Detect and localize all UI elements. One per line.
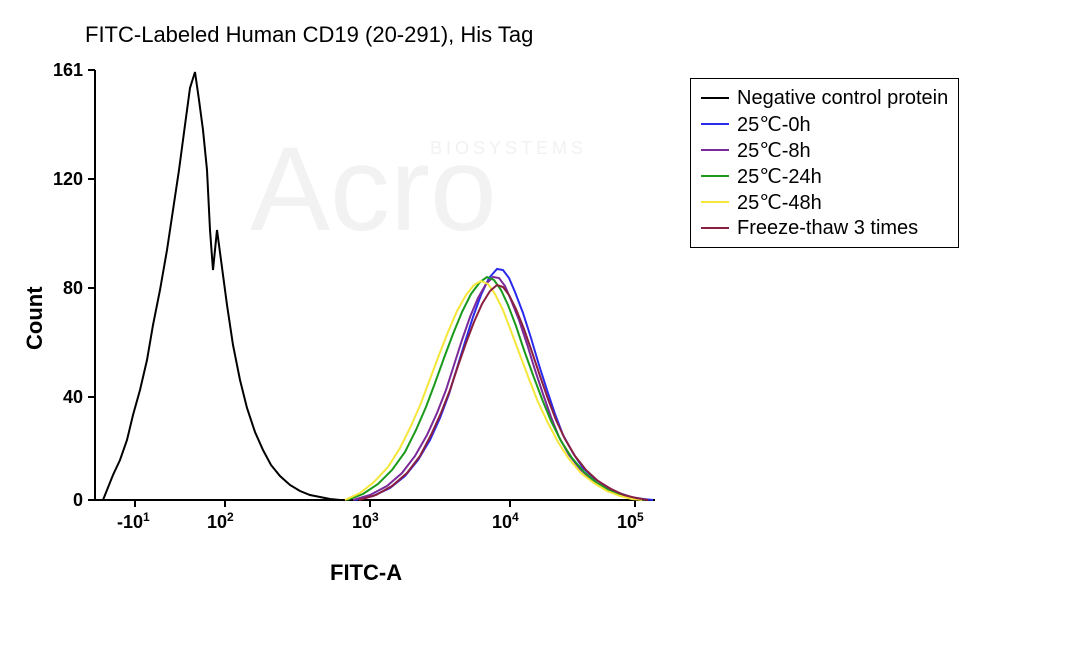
series-t48h [345,281,642,500]
legend-swatch-3 [701,175,729,177]
legend-box: Negative control protein25℃-0h25℃-8h25℃-… [690,78,959,248]
series-t0h [355,269,653,500]
legend-item-1: 25℃-0h [701,111,948,137]
legend-label-5: Freeze-thaw 3 times [737,217,918,240]
legend-item-2: 25℃-8h [701,137,948,163]
series-neg [103,72,340,500]
series-t24h [347,277,645,500]
y-axis-label: Count [22,286,48,350]
xtick-1: 102 [207,510,234,533]
legend-swatch-1 [701,123,729,125]
legend-label-4: 25℃-48h [737,190,822,215]
legend-item-4: 25℃-48h [701,189,948,215]
series-t8h [353,277,643,500]
legend-label-3: 25℃-24h [737,164,822,189]
ytick-1: 120 [53,169,83,190]
legend-swatch-5 [701,227,729,229]
x-axis-label: FITC-A [330,560,402,586]
ytick-2: 80 [63,278,83,299]
legend-label-2: 25℃-8h [737,138,811,163]
ytick-4: 0 [73,490,83,511]
ytick-3: 40 [63,387,83,408]
legend-item-5: Freeze-thaw 3 times [701,215,948,241]
legend-item-0: Negative control protein [701,85,948,111]
chart-title: FITC-Labeled Human CD19 (20-291), His Ta… [85,22,533,48]
xtick-3: 104 [492,510,519,533]
flow-histogram-chart [87,69,657,509]
legend-swatch-4 [701,201,729,203]
legend-label-1: 25℃-0h [737,112,811,137]
legend-swatch-2 [701,149,729,151]
xtick-0: -101 [117,510,150,533]
ytick-0: 161 [53,60,83,81]
xtick-2: 103 [352,510,379,533]
series-ft3 [359,285,648,500]
xtick-4: 105 [617,510,644,533]
legend-swatch-0 [701,97,729,99]
legend-label-0: Negative control protein [737,87,948,110]
legend-item-3: 25℃-24h [701,163,948,189]
